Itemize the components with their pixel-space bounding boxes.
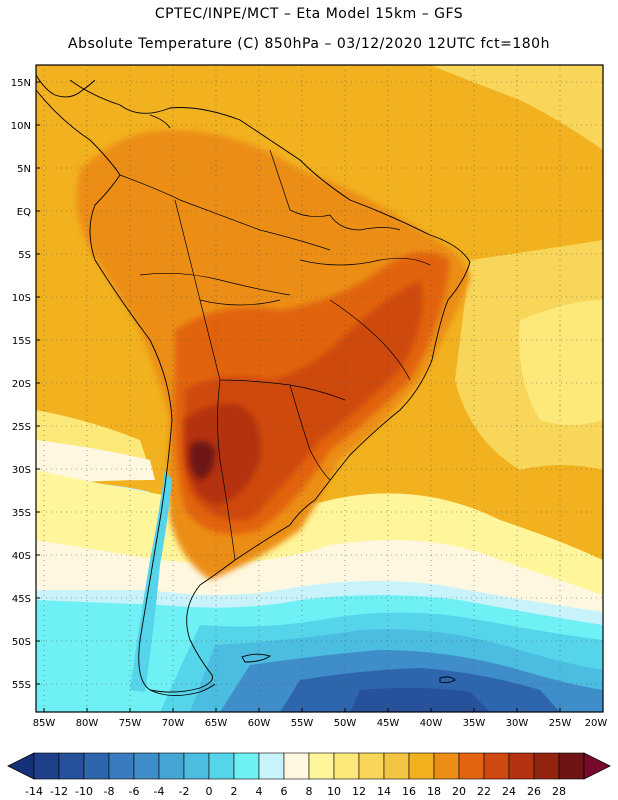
colorbar-under-arrow <box>7 752 35 780</box>
temp-band-6-8-pacific <box>36 440 155 485</box>
colorbar-tick-label: 24 <box>502 785 516 798</box>
colorbar-cell <box>258 752 285 780</box>
lat-label: 10N <box>11 121 31 132</box>
colorbar-tick-label: 10 <box>327 785 341 798</box>
colorbar-cell <box>233 752 260 780</box>
colorbar-cell <box>308 752 335 780</box>
colorbar-tick-label: 26 <box>527 785 541 798</box>
colorbar-labels: -14 -12 -10 -8 -6 -4 -2 0 2 4 6 8 10 12 14 16 18 20 22 24 26… <box>25 785 566 798</box>
chart-title-line2: Absolute Temperature (C) 850hPa – 03/12/… <box>68 36 550 52</box>
colorbar-tick-label: 22 <box>477 785 491 798</box>
colorbar-cell <box>58 752 85 780</box>
lon-label: 60W <box>248 718 271 729</box>
colorbar-tick-label: 6 <box>281 785 288 798</box>
lon-label: 55W <box>291 718 314 729</box>
colorbar-cell <box>533 752 560 780</box>
lat-label: EQ <box>17 207 31 218</box>
colorbar-cell <box>83 752 110 780</box>
lon-label: 20W <box>585 718 608 729</box>
colorbar-tick-label: 12 <box>352 785 366 798</box>
lat-label: 25S <box>12 422 31 433</box>
colorbar-cell <box>558 752 585 780</box>
temp-band-28-plus <box>189 441 215 480</box>
colorbar-tick-label: 14 <box>377 785 391 798</box>
colorbar-cell <box>183 752 210 780</box>
lon-label: 70W <box>162 718 185 729</box>
lat-label: 50S <box>12 637 31 648</box>
lat-label: 45S <box>12 594 31 605</box>
colorbar-cell <box>458 752 485 780</box>
chart-title-line1: CPTEC/INPE/MCT – Eta Model 15km – GFS <box>154 6 464 22</box>
colorbar-tick-label: -10 <box>75 785 93 798</box>
colorbar-cell <box>33 752 60 780</box>
lat-label: 55S <box>12 680 31 691</box>
lat-label: 35S <box>12 508 31 519</box>
country-borders <box>119 149 431 561</box>
lat-label: 15S <box>12 336 31 347</box>
plot-frame <box>35 64 604 713</box>
coastline <box>36 74 471 696</box>
latitude-labels: 15N 10N 5N EQ 5S 10S 15S 20S 25S 30S 35S… <box>11 78 31 691</box>
temp-band-14-16-north <box>430 65 603 150</box>
colorbar-tick-label: -2 <box>179 785 190 798</box>
colorbar-tick-label: -4 <box>154 785 165 798</box>
longitude-labels: 85W 80W 75W 70W 65W 60W 55W 50W 45W 40W … <box>33 718 608 729</box>
colorbar-tick-label: 8 <box>306 785 313 798</box>
colorbar-tick-label: 4 <box>256 785 263 798</box>
lat-label: 30S <box>12 465 31 476</box>
colorbar-tick-label: 0 <box>206 785 213 798</box>
lon-label: 40W <box>420 718 443 729</box>
colorbar-cell <box>333 752 360 780</box>
lat-label: 5S <box>18 250 31 261</box>
lat-label: 10S <box>12 293 31 304</box>
colorbar-cell <box>208 752 235 780</box>
lat-label: 20S <box>12 379 31 390</box>
colorbar-cell <box>283 752 310 780</box>
colorbar-cell <box>433 752 460 780</box>
lat-label: 40S <box>12 551 31 562</box>
temp-band-m12-m10 <box>350 687 490 712</box>
lon-label: 50W <box>334 718 357 729</box>
lon-label: 25W <box>549 718 572 729</box>
colorbar-cell <box>383 752 410 780</box>
colorbar-tick-label: -6 <box>129 785 140 798</box>
colorbar-tick-label: 20 <box>452 785 466 798</box>
lat-label: 15N <box>11 78 31 89</box>
lon-label: 35W <box>463 718 486 729</box>
colorbar-cell <box>358 752 385 780</box>
axis-ticks <box>36 81 561 712</box>
temp-band-24-26-land <box>185 404 261 505</box>
lon-label: 85W <box>33 718 56 729</box>
colorbar-tick-label: 28 <box>552 785 566 798</box>
colorbar-cell <box>158 752 185 780</box>
colorbar-cell <box>108 752 135 780</box>
lat-label: 5N <box>17 164 31 175</box>
colorbar-cell <box>133 752 160 780</box>
lon-label: 30W <box>506 718 529 729</box>
colorbar-tick-label: -8 <box>104 785 115 798</box>
colorbar-tick-label: -12 <box>50 785 68 798</box>
colorbar-over-arrow <box>583 752 611 780</box>
lon-label: 65W <box>205 718 228 729</box>
colorbar-cell <box>408 752 435 780</box>
colorbar-cell <box>508 752 535 780</box>
colorbar-cells <box>33 752 585 780</box>
colorbar-tick-label: 18 <box>427 785 441 798</box>
colorbar-cell <box>483 752 510 780</box>
temp-band-12-14-east <box>519 300 603 425</box>
lon-label: 80W <box>76 718 99 729</box>
colorbar: -14 -12 -10 -8 -6 -4 -2 0 2 4 6 8 10 12 14 16 18 20 22 24 26… <box>7 752 611 798</box>
temperature-field <box>36 65 603 712</box>
colorbar-tick-label: 2 <box>231 785 238 798</box>
colorbar-tick-label: -14 <box>25 785 43 798</box>
colorbar-tick-label: 16 <box>402 785 416 798</box>
lon-label: 75W <box>119 718 142 729</box>
lon-label: 45W <box>377 718 400 729</box>
